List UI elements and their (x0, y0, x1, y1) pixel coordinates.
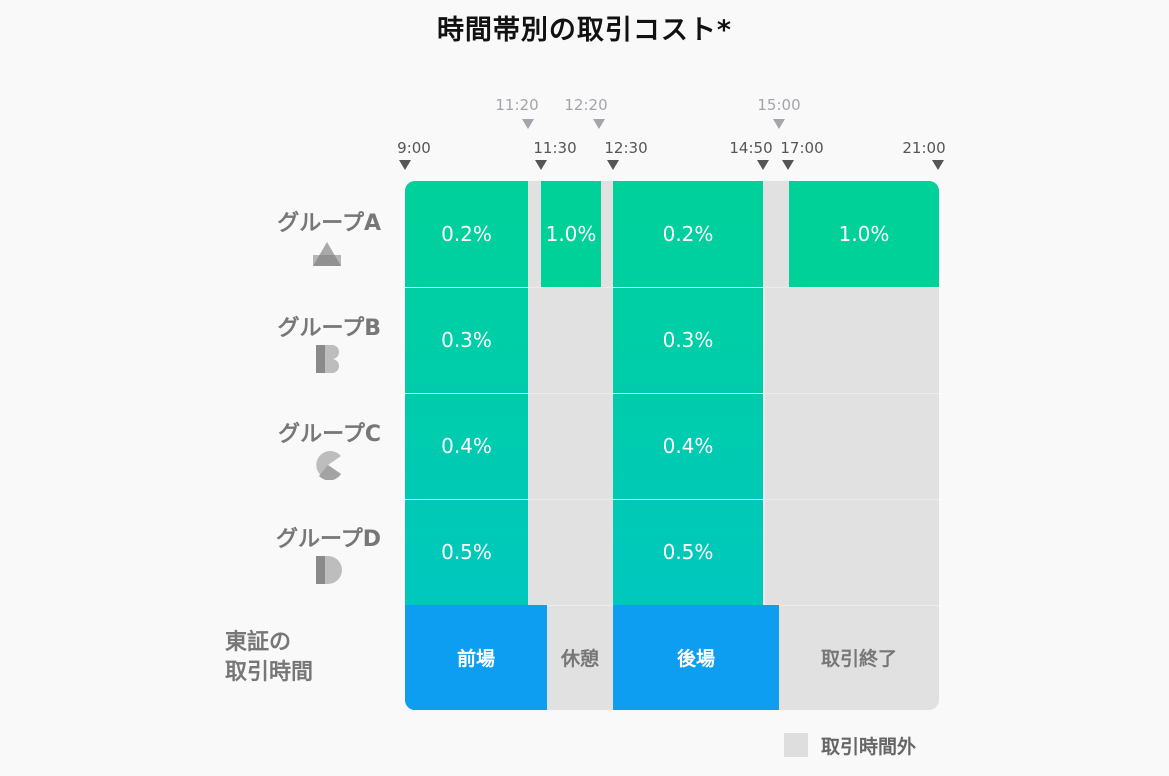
session-closed: 取引終了 (820, 648, 897, 670)
session-break: 休憩 (560, 648, 599, 670)
group-b-afternoon-cost: 0.3% (662, 328, 714, 352)
group-c-label: グループC (278, 422, 381, 447)
group-a-label: グループA (277, 211, 381, 236)
tse-label: 東証の 取引時間 (225, 628, 375, 688)
tick-marker-1450 (757, 160, 769, 170)
tick-label-1450: 14:50 (729, 139, 773, 157)
letter-d-icon (316, 556, 342, 584)
group-d-morning-cost: 0.5% (441, 540, 492, 564)
tick-marker-1120 (522, 119, 534, 129)
legend-swatch (784, 733, 808, 757)
tse-label-line2: 取引時間 (225, 660, 314, 685)
group-a-evening-cost: 1.0% (838, 222, 890, 246)
group-c-morning-cost: 0.4% (441, 434, 492, 458)
group-a-afternoon-cost: 0.2% (662, 222, 714, 246)
session-morning: 前場 (405, 605, 547, 710)
group-a-midday-block (541, 181, 601, 287)
session-afternoon: 後場 (613, 605, 779, 710)
tick-label-1130: 11:30 (533, 139, 577, 157)
group-a-evening-block (789, 181, 939, 287)
group-c-afternoon-cost: 0.4% (662, 434, 714, 458)
triangle-icon (313, 242, 341, 266)
group-a-morning-cost: 0.2% (441, 222, 492, 246)
tick-label-2100: 21:00 (902, 139, 946, 157)
chart-title: 時間帯別の取引コスト* (436, 15, 733, 46)
group-b-label: グループB (277, 316, 381, 341)
tick-label-1700: 17:00 (780, 139, 824, 157)
group-d-afternoon-cost: 0.5% (662, 540, 714, 564)
group-d-label: グループD (276, 527, 381, 552)
tse-label-line1: 東証の (225, 630, 292, 655)
tick-label-0900: 9:00 (397, 139, 431, 157)
tick-label-1220: 12:20 (564, 96, 608, 114)
tick-marker-1500 (773, 119, 785, 129)
tick-marker-2100 (932, 160, 944, 170)
schedule-grid: 0.2% 1.0% 0.2% 1.0% 0.3% 0.3% 0.4% 0.4% … (405, 181, 939, 710)
tick-label-1120: 11:20 (495, 96, 539, 114)
tick-label-1500: 15:00 (757, 96, 801, 114)
tick-marker-1230 (607, 160, 619, 170)
group-a-midday-cost: 1.0% (545, 222, 597, 246)
group-b-morning-cost: 0.3% (441, 328, 492, 352)
tick-marker-1700 (782, 160, 794, 170)
tick-marker-1220 (593, 119, 605, 129)
tick-marker-0900 (399, 160, 411, 170)
pacman-icon (316, 451, 341, 480)
letter-b-icon (316, 345, 339, 373)
tick-marker-1130 (535, 160, 547, 170)
legend-label: 取引時間外 (821, 736, 917, 758)
tick-label-1230: 12:30 (604, 139, 648, 157)
